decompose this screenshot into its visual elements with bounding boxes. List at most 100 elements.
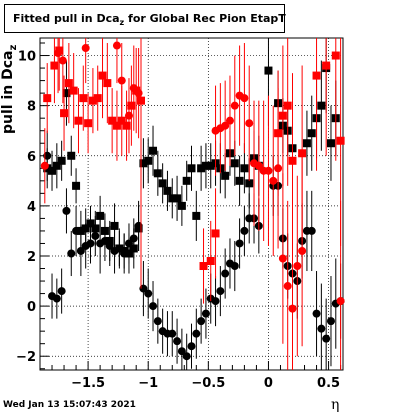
data-point-circle: [76, 246, 85, 255]
data-point-circle: [40, 161, 49, 170]
data-point-square: [149, 146, 158, 155]
data-point-square: [139, 159, 148, 168]
data-point-circle: [115, 244, 124, 253]
data-point-square: [317, 101, 326, 110]
data-point-square: [103, 79, 112, 88]
data-point-circle: [134, 89, 143, 98]
data-point-square: [187, 164, 196, 173]
data-point-square: [117, 116, 126, 125]
data-point-circle: [221, 269, 230, 278]
data-point-circle: [105, 241, 114, 250]
y-tick-label: 6: [27, 150, 36, 165]
data-point-square: [62, 89, 71, 98]
data-point-square: [57, 156, 66, 165]
data-point-square: [153, 169, 162, 178]
data-point-square: [197, 164, 206, 173]
data-point-square: [302, 139, 311, 148]
data-point-circle: [173, 337, 182, 346]
data-point-square: [144, 156, 153, 165]
data-point-circle: [240, 226, 249, 235]
data-point-circle: [62, 206, 71, 215]
data-point-circle: [312, 309, 321, 318]
datestamp: Wed Jan 13 15:07:43 2021: [3, 400, 136, 410]
data-point-square: [64, 79, 73, 88]
data-point-square: [221, 171, 230, 180]
data-point-square: [48, 166, 57, 175]
data-point-square: [211, 229, 220, 238]
data-point-circle: [149, 302, 158, 311]
data-point-circle: [326, 317, 335, 326]
data-point-circle: [192, 329, 201, 338]
data-point-square: [108, 116, 117, 125]
data-point-circle: [269, 176, 278, 185]
data-point-circle: [317, 324, 326, 333]
chart-title: Fitted pull in Dcaz for Global Rec Pion …: [4, 4, 286, 33]
x-tick-label: −1.5: [71, 376, 105, 391]
data-point-circle: [67, 249, 76, 258]
x-tick-label: −1: [138, 376, 158, 391]
data-point-circle: [72, 226, 81, 235]
data-point-square: [177, 201, 186, 210]
data-point-square: [201, 161, 210, 170]
data-point-circle: [187, 342, 196, 351]
data-point-circle: [117, 76, 126, 85]
y-tick-label: −2: [16, 350, 36, 365]
data-point-circle: [298, 246, 307, 255]
data-point-circle: [144, 289, 153, 298]
data-point-square: [298, 149, 307, 158]
data-point-square: [69, 86, 78, 95]
data-point-circle: [254, 161, 263, 170]
data-point-square: [199, 262, 208, 271]
data-point-square: [93, 94, 102, 103]
data-point-square: [192, 211, 201, 220]
data-point-circle: [307, 226, 316, 235]
data-point-square: [235, 176, 244, 185]
data-point-circle: [58, 56, 67, 65]
data-point-square: [74, 116, 83, 125]
data-point-circle: [230, 101, 239, 110]
data-point-square: [79, 94, 88, 103]
data-point-square: [158, 179, 167, 188]
data-point-square: [288, 156, 297, 165]
data-point-square: [50, 61, 59, 70]
chart-title-subscript: z: [119, 18, 125, 28]
data-point-circle: [124, 111, 133, 120]
data-point-circle: [57, 287, 66, 296]
x-tick-label: 0: [264, 376, 273, 391]
data-point-circle: [264, 166, 273, 175]
data-point-square: [206, 161, 215, 170]
data-point-circle: [201, 309, 210, 318]
data-point-circle: [100, 236, 109, 245]
data-point-square: [163, 186, 172, 195]
data-point-circle: [124, 239, 133, 248]
data-point-square: [264, 66, 273, 75]
data-point-circle: [197, 317, 206, 326]
data-point-circle: [81, 44, 90, 53]
data-point-circle: [336, 297, 345, 306]
data-point-circle: [177, 347, 186, 356]
data-point-circle: [86, 239, 95, 248]
data-point-square: [72, 181, 81, 190]
data-point-circle: [235, 239, 244, 248]
data-point-circle: [91, 231, 100, 240]
chart-title-main: Fitted pull in Dca: [13, 12, 120, 25]
data-point-square: [52, 161, 61, 170]
data-point-square: [331, 51, 340, 60]
data-point-square: [336, 136, 345, 145]
data-point-square: [110, 221, 119, 230]
x-axis-label: η: [331, 397, 340, 413]
data-point-square: [137, 96, 145, 105]
data-point-square: [326, 139, 335, 148]
data-point-square: [322, 61, 331, 70]
data-point-square: [43, 94, 52, 103]
data-point-circle: [245, 119, 254, 128]
y-tick-label: 4: [27, 200, 36, 215]
data-point-square: [283, 101, 292, 110]
data-point-circle: [211, 297, 220, 306]
chart-title-rest: for Global Rec Pion EtapT: [124, 12, 286, 25]
data-point-square: [112, 121, 121, 130]
data-point-circle: [216, 287, 225, 296]
data-point-circle: [168, 329, 177, 338]
data-point-circle: [225, 116, 234, 125]
